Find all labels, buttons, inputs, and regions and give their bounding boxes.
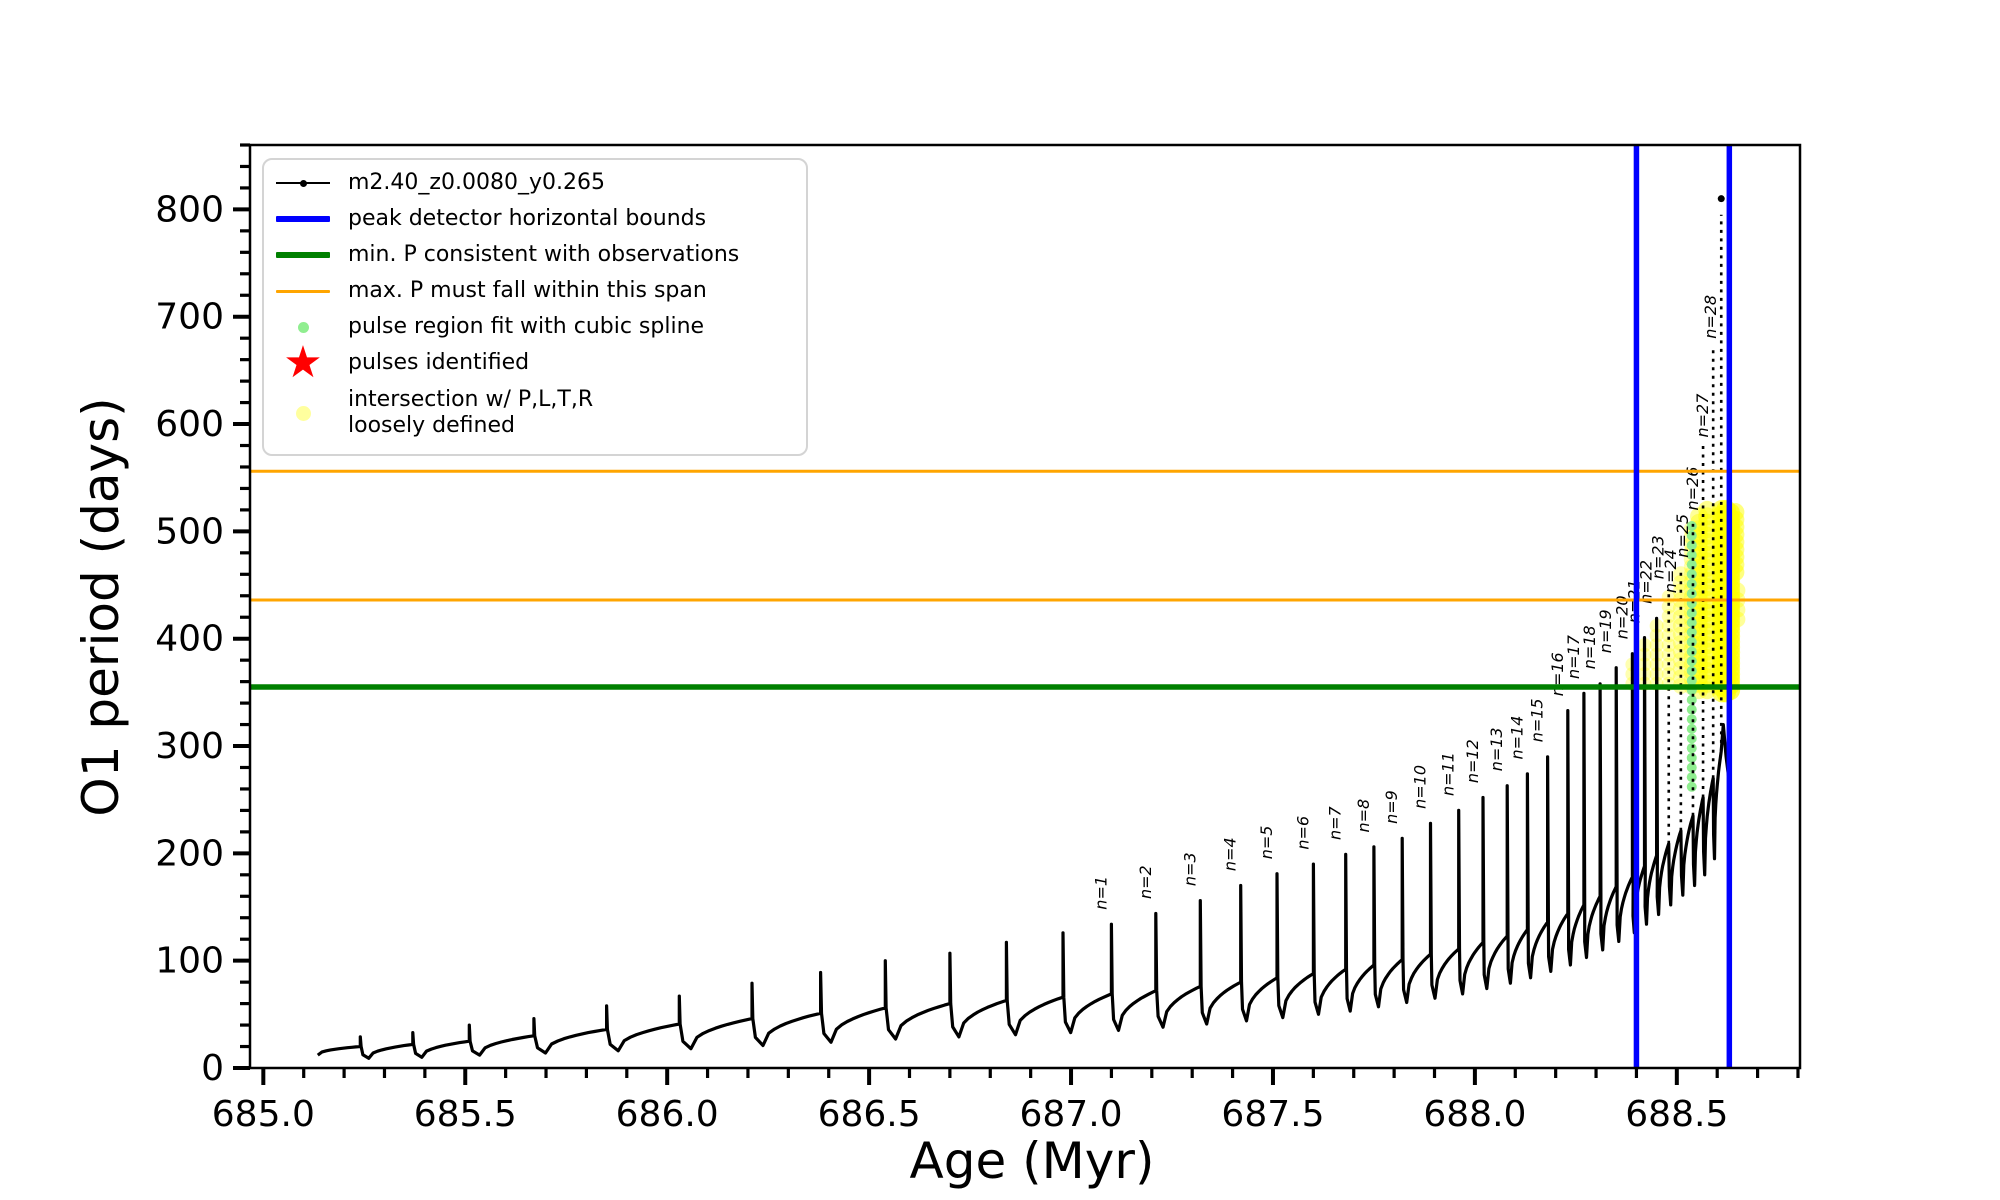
y-tick-label: 300	[155, 726, 224, 767]
pulse-label: n=27	[1693, 393, 1712, 438]
pulse-star-icon: ★	[283, 337, 323, 388]
tall-pulse-spikes	[1667, 214, 1723, 844]
reference-lines	[250, 145, 1800, 1068]
pulse-label: n=18	[1580, 625, 1599, 669]
x-tick-label: 686.5	[818, 1094, 921, 1135]
pulse-label: n=8	[1354, 799, 1373, 833]
pulse-label: n=25	[1673, 514, 1692, 558]
y-tick-label: 600	[155, 404, 224, 445]
pulse-label: n=24	[1661, 549, 1680, 593]
x-tick-label: 685.0	[212, 1094, 315, 1135]
y-tick-label: 800	[155, 189, 224, 230]
pulse-label: n=3	[1180, 852, 1199, 886]
y-tick-label: 100	[155, 941, 224, 982]
pulse-number-labels: n=1 n=2 n=3 n=4 n=5 n=6 n=7 n=8 n=9 n=10 n=11 n=12 n…	[1091, 295, 1720, 910]
legend-label: max. P must fall within this span	[348, 278, 707, 304]
pulse-label: n=26	[1683, 467, 1702, 511]
spline-dot-swatch	[274, 321, 332, 333]
pulse-label: n=19	[1596, 609, 1615, 653]
pulse-label: n=14	[1507, 716, 1526, 760]
legend-item-min-p: min. P consistent with observations	[274, 237, 806, 273]
legend-item-spline: pulse region fit with cubic spline	[274, 309, 806, 345]
track-line-swatch	[274, 179, 332, 187]
intersection-dot-swatch	[274, 405, 332, 421]
x-tick-label: 686.0	[616, 1094, 719, 1135]
legend-label: pulse region fit with cubic spline	[348, 314, 705, 340]
y-tick-label: 200	[155, 833, 224, 874]
legend-item-max-p: max. P must fall within this span	[274, 273, 806, 309]
pulse-label: n=22	[1637, 560, 1656, 604]
legend-box: m2.40_z0.0080_y0.265 peak detector horiz…	[262, 158, 808, 456]
orange-line-swatch	[274, 289, 332, 293]
pulse-label: n=11	[1439, 752, 1458, 796]
green-line-swatch	[274, 252, 332, 258]
legend-label: peak detector horizontal bounds	[348, 206, 707, 232]
legend-label: min. P consistent with observations	[348, 242, 740, 268]
y-tick-label: 500	[155, 511, 224, 552]
pulse-label: n=28	[1701, 295, 1720, 339]
pulse-label: n=17	[1564, 634, 1583, 679]
y-tick-label: 0	[201, 1048, 224, 1089]
pulse-label: n=1	[1091, 876, 1110, 910]
pulse-label: n=23	[1649, 535, 1668, 579]
x-tick-label: 687.5	[1221, 1094, 1324, 1135]
pulse-label: n=9	[1382, 790, 1401, 824]
lone-data-point	[1717, 195, 1725, 203]
x-tick-label: 687.0	[1020, 1094, 1123, 1135]
pulse-label: n=4	[1221, 837, 1240, 871]
pulse-label: n=12	[1463, 739, 1482, 783]
y-tick-label: 700	[155, 297, 224, 338]
legend-item-track: m2.40_z0.0080_y0.265	[274, 165, 806, 201]
legend-label: m2.40_z0.0080_y0.265	[348, 170, 605, 196]
pulse-label: n=13	[1487, 727, 1506, 771]
legend-item-pulses: ★ pulses identified	[274, 337, 806, 388]
pulse-label: n=15	[1528, 698, 1547, 742]
legend-label: intersection w/ P,L,T,R loosely defined	[348, 387, 594, 438]
legend-label: pulses identified	[348, 350, 530, 376]
pulse-label: n=6	[1293, 816, 1312, 850]
pulse-label: n=5	[1257, 826, 1276, 860]
y-tick-label: 400	[155, 619, 224, 660]
axis-ticks: 0 100 200 300 400 500 600 700 800 685.0 685.5 686.0…	[155, 143, 1800, 1135]
legend-item-intersection: intersection w/ P,L,T,R loosely defined	[274, 381, 806, 445]
x-tick-label: 685.5	[414, 1094, 517, 1135]
x-tick-label: 688.5	[1625, 1094, 1728, 1135]
pulse-label: n=10	[1411, 765, 1430, 809]
pulse-label: n=7	[1326, 805, 1345, 840]
pulse-label: n=2	[1136, 865, 1155, 899]
x-tick-label: 688.0	[1423, 1094, 1526, 1135]
blue-line-swatch	[274, 216, 332, 222]
x-axis-label: Age (Myr)	[910, 1132, 1155, 1190]
pulse-label: n=20	[1612, 595, 1631, 639]
model-track-curve	[316, 616, 1731, 1060]
legend-item-peak-bounds: peak detector horizontal bounds	[274, 201, 806, 237]
y-axis-label: O1 period (days)	[72, 397, 130, 816]
plot-frame	[248, 143, 1802, 1070]
